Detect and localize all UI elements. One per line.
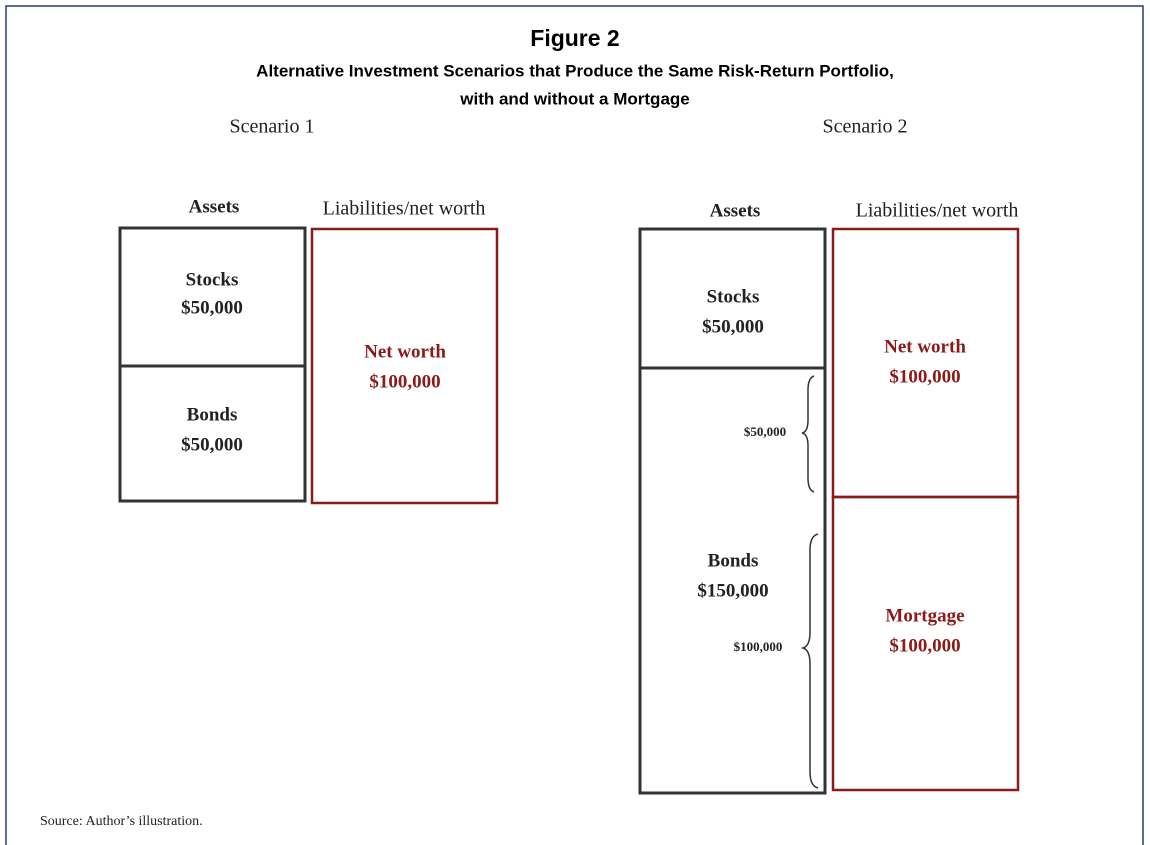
- liability-name: Mortgage: [885, 605, 964, 626]
- asset-amount: $150,000: [697, 580, 768, 601]
- column-header: Liabilities/net worth: [323, 198, 486, 220]
- liability-amount: $100,000: [889, 635, 960, 656]
- asset-name: Stocks: [707, 286, 760, 307]
- column-header: Assets: [710, 200, 761, 221]
- liability-box: [310, 227, 499, 505]
- asset-box: [638, 366, 827, 795]
- liability-name: Net worth: [884, 336, 966, 357]
- asset-name: Bonds: [708, 550, 759, 571]
- scenario-label: Scenario 1: [230, 116, 315, 138]
- asset-amount: $50,000: [181, 434, 243, 455]
- source: Source: Author’s illustration.: [40, 814, 203, 829]
- title: Figure 2: [530, 25, 619, 51]
- brace-label: $50,000: [744, 424, 786, 439]
- asset-name: Bonds: [187, 404, 238, 425]
- asset-box: [118, 364, 307, 503]
- brace-label: $100,000: [734, 639, 783, 654]
- liability-amount: $100,000: [889, 366, 960, 387]
- liability-box: [831, 495, 1020, 792]
- asset-amount: $50,000: [702, 316, 764, 337]
- column-header: Assets: [189, 196, 240, 217]
- liability-name: Net worth: [364, 341, 446, 362]
- asset-amount: $50,000: [181, 297, 243, 318]
- scenario-label: Scenario 2: [823, 116, 908, 138]
- column-header: Liabilities/net worth: [856, 200, 1019, 222]
- brace: [800, 533, 819, 789]
- liability-box: [831, 227, 1020, 499]
- frame: [5, 5, 1144, 845]
- brace: [801, 375, 815, 493]
- subtitle: Alternative Investment Scenarios that Pr…: [256, 61, 894, 80]
- subtitle: with and without a Mortgage: [459, 89, 689, 108]
- asset-name: Stocks: [186, 269, 239, 290]
- liability-amount: $100,000: [369, 371, 440, 392]
